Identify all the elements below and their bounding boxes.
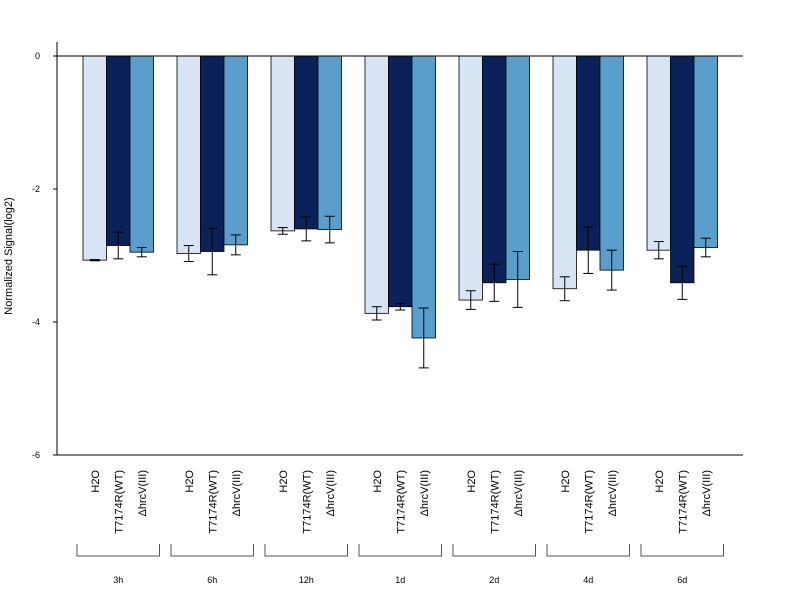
group-bracket-4d: [546, 544, 630, 557]
bar-3h-0: [82, 55, 107, 261]
group-label-6h: 6h: [207, 575, 217, 585]
bar-6d-0: [646, 55, 671, 251]
bars-layer: [82, 55, 718, 339]
error-bar-4d-1: [583, 226, 594, 274]
error-bar-4d-2: [606, 249, 617, 291]
error-bar-6d-0: [653, 241, 664, 260]
tick-label-4d-2: ΔhrcV(III): [607, 470, 619, 516]
group-bracket-2d: [452, 544, 536, 557]
bar-3h-2: [129, 55, 154, 253]
bar-6d-1: [670, 55, 695, 284]
tick-label-1d-0: H2O: [372, 470, 384, 493]
group-bracket-12h: [264, 544, 348, 557]
error-bar-4d-0: [559, 276, 570, 302]
error-bar-1d-0: [371, 306, 382, 321]
error-bar-6d-2: [700, 237, 711, 258]
bar-12h-2: [317, 55, 342, 230]
bar-4d-2: [599, 55, 624, 271]
group-label-3h: 3h: [113, 575, 123, 585]
bar-2d-2: [505, 55, 530, 280]
tick-label-12h-0: H2O: [278, 470, 290, 493]
error-bar-6d-1: [677, 265, 688, 300]
bar-1d-2: [411, 55, 436, 339]
error-bar-3h-1: [113, 231, 124, 260]
bar-4d-0: [552, 55, 577, 290]
bar-12h-1: [294, 55, 319, 230]
bar-1d-0: [364, 55, 389, 314]
tick-label-2d-2: ΔhrcV(III): [513, 470, 525, 516]
tick-label-6h-2: ΔhrcV(III): [231, 470, 243, 516]
tick-label-12h-2: ΔhrcV(III): [325, 470, 337, 516]
y-tick-label: 0: [35, 51, 40, 61]
group-label-6d: 6d: [677, 575, 687, 585]
bar-2d-0: [458, 55, 483, 301]
tick-label-3h-2: ΔhrcV(III): [137, 470, 149, 516]
bar-4d-1: [576, 55, 601, 251]
error-bar-2d-0: [465, 290, 476, 310]
error-bars-layer: [89, 215, 711, 369]
tick-label-6h-0: H2O: [184, 470, 196, 493]
bar-12h-0: [270, 55, 295, 232]
y-axis-label: Normalized Signal(log2): [3, 197, 15, 314]
tick-label-2d-0: H2O: [466, 470, 478, 493]
error-bar-1d-2: [418, 307, 429, 369]
tick-label-3h-0: H2O: [90, 470, 102, 493]
bar-3h-1: [106, 55, 131, 246]
axes-layer: 0 -2 -4 -6: [32, 42, 743, 460]
tick-label-12h-1: T7174R(WT): [301, 470, 313, 534]
bar-6h-2: [223, 55, 248, 246]
group-label-2d: 2d: [489, 575, 499, 585]
error-bar-12h-1: [301, 216, 312, 242]
group-bracket-1d: [358, 544, 442, 557]
tick-label-2d-1: T7174R(WT): [489, 470, 501, 534]
y-tick-label: -4: [32, 317, 40, 327]
y-tick-label: -6: [32, 450, 40, 460]
error-bar-2d-1: [489, 263, 500, 302]
bar-6h-1: [200, 55, 225, 252]
error-bar-6h-0: [183, 245, 194, 262]
group-bracket-3h: [76, 544, 160, 557]
tick-label-3h-1: T7174R(WT): [113, 470, 125, 534]
group-label-12h: 12h: [299, 575, 314, 585]
group-label-4d: 4d: [583, 575, 593, 585]
error-bar-3h-2: [136, 247, 147, 258]
tick-label-6d-2: ΔhrcV(III): [701, 470, 713, 516]
bar-6d-2: [693, 55, 718, 248]
group-label-1d: 1d: [395, 575, 405, 585]
error-bar-3h-0: [89, 258, 100, 262]
tick-label-6d-1: T7174R(WT): [677, 470, 689, 534]
bar-1d-1: [388, 55, 413, 308]
error-bar-12h-2: [324, 215, 335, 244]
error-bar-6h-2: [230, 234, 241, 256]
tick-label-6h-1: T7174R(WT): [207, 470, 219, 534]
error-bar-6h-1: [207, 227, 218, 276]
error-bar-12h-0: [277, 227, 288, 235]
tick-label-4d-0: H2O: [560, 470, 572, 493]
group-bracket-6d: [640, 544, 724, 557]
group-bracket-6h: [170, 544, 254, 557]
category-labels-layer: H2O T7174R(WT) ΔhrcV(III) 3h H2O T7174R(WT) Δh…: [76, 470, 724, 585]
tick-label-6d-0: H2O: [654, 470, 666, 493]
bar-2d-1: [482, 55, 507, 284]
error-bar-2d-2: [512, 251, 523, 308]
y-tick-label: -2: [32, 184, 40, 194]
tick-label-1d-1: T7174R(WT): [395, 470, 407, 534]
tick-label-4d-1: T7174R(WT): [583, 470, 595, 534]
tick-label-1d-2: ΔhrcV(III): [419, 470, 431, 516]
bar-6h-0: [176, 55, 201, 254]
error-bar-1d-1: [395, 302, 406, 311]
